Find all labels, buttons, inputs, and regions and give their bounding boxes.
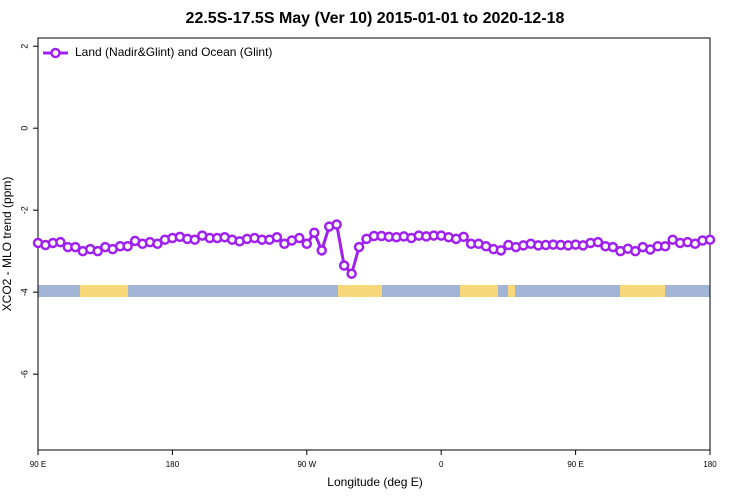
land-ocean-strip	[38, 285, 710, 297]
y-tick-label: 2	[19, 44, 29, 49]
data-point	[630, 245, 641, 257]
x-axis-label: Longitude (deg E)	[327, 475, 422, 489]
data-point	[316, 245, 327, 256]
data-point	[592, 236, 604, 248]
data-point	[92, 245, 103, 257]
x-tick-label: 0	[439, 460, 444, 469]
data-point	[55, 236, 66, 248]
land-band	[80, 285, 128, 297]
land-band	[338, 285, 382, 297]
land-band	[508, 285, 515, 297]
data-point	[152, 238, 163, 250]
data-point	[294, 232, 305, 244]
y-tick-label: 0	[19, 126, 29, 131]
x-tick-label: 90 E	[30, 460, 46, 469]
data-point	[338, 260, 350, 271]
data-point	[704, 234, 716, 245]
data-point	[659, 241, 671, 252]
data-point	[331, 219, 342, 230]
data-point	[607, 241, 619, 253]
data-point	[346, 268, 357, 279]
land-band	[620, 285, 665, 297]
x-tick-label: 90 E	[567, 460, 583, 469]
data-point	[458, 231, 469, 243]
legend-label: Land (Nadir&Glint) and Ocean (Glint)	[75, 45, 272, 59]
data-point	[353, 241, 365, 253]
legend-marker	[50, 47, 61, 59]
y-axis-label: XCO2 - MLO trend (ppm)	[0, 177, 14, 312]
y-tick-label: -2	[19, 206, 29, 214]
data-point	[70, 241, 81, 253]
chart-title: 22.5S-17.5S May (Ver 10) 2015-01-01 to 2…	[186, 10, 565, 27]
y-tick-label: -6	[19, 370, 29, 378]
x-tick-label: 90 W	[297, 460, 316, 469]
data-point	[301, 238, 313, 250]
x-tick-label: 180	[166, 460, 180, 469]
data-point	[122, 241, 133, 252]
land-band	[460, 285, 498, 297]
data-point	[271, 231, 283, 243]
x-tick-label: 180	[703, 460, 717, 469]
data-point	[495, 245, 507, 256]
y-tick-label: -4	[19, 288, 29, 296]
data-point	[189, 234, 201, 245]
data-point	[309, 227, 320, 238]
